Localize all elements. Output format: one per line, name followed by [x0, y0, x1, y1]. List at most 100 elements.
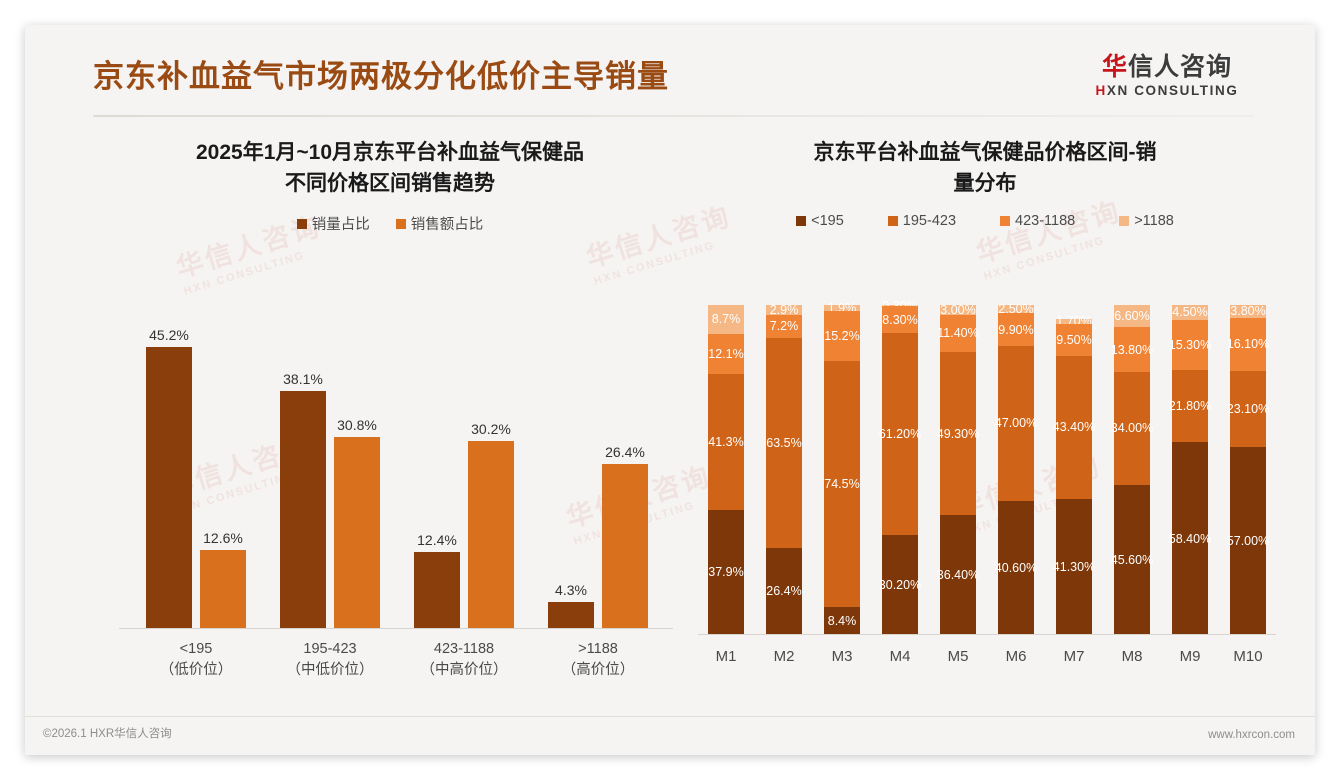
stack-segment-label: 41.30% — [1052, 559, 1096, 574]
bar-column[interactable]: 4.3% — [548, 317, 594, 629]
stack-segment-label: 58.40% — [1168, 531, 1212, 546]
stacked-bar-column[interactable]: 8.7% 12.1% 41.3% 37.9% — [704, 299, 748, 635]
stacked-bar-column[interactable]: 2.50% 9.90% 47.00% 40.60% — [994, 299, 1038, 635]
chart-panel-sales-trend: 2025年1月~10月京东平台补血益气保健品 不同价格区间销售趋势 销量占比 销售… — [95, 137, 685, 717]
stack-segment[interactable]: 8.4% — [824, 607, 860, 635]
stack-segment[interactable]: 9.90% — [998, 313, 1034, 346]
stack-segment[interactable]: 61.20% — [878, 333, 922, 536]
stack-segment[interactable]: 3.00% — [940, 303, 976, 317]
bar-column[interactable]: 12.6% — [200, 317, 246, 629]
stack-segment[interactable]: 63.5% — [766, 338, 802, 548]
bar-group: 45.2% 12.6% — [136, 317, 256, 629]
bar-column[interactable]: 30.8% — [334, 317, 380, 629]
bar[interactable] — [414, 551, 460, 629]
bar-value-label: 4.3% — [555, 582, 587, 599]
bar-column[interactable]: 38.1% — [280, 317, 326, 629]
x-axis-tick-label: M6 — [1005, 648, 1027, 665]
stack-segment-label: 61.20% — [878, 427, 922, 442]
bar-value-label: 38.1% — [283, 371, 323, 388]
stack-segment-label: 8.30% — [882, 312, 918, 327]
stack-segment[interactable]: 45.60% — [1111, 484, 1153, 635]
stacked-bar-column[interactable]: 1.9% 15.2% 74.5% 8.4% — [820, 299, 864, 635]
stack-segment-label: 9.90% — [998, 322, 1034, 337]
stack-segment-label: 30.20% — [878, 578, 922, 593]
stack-segment-label: 13.80% — [1110, 342, 1154, 357]
stack-segment[interactable]: 11.40% — [937, 314, 979, 353]
bar[interactable] — [468, 440, 514, 629]
stack-segment[interactable]: 58.40% — [1168, 442, 1212, 635]
stack-segment[interactable]: 47.00% — [995, 345, 1037, 502]
legend-label: >1188 — [1134, 213, 1174, 229]
stack-segment-label: 41.3% — [708, 434, 744, 449]
stacked-bar-column[interactable]: 0.30%8.30%61.20%30.20% — [878, 299, 922, 635]
stack-segment[interactable]: 23.10% — [1227, 370, 1269, 447]
stack-segment[interactable]: 8.30% — [882, 306, 918, 334]
stack-segment[interactable]: 36.40% — [936, 514, 980, 635]
stack-segment[interactable]: 13.80% — [1110, 326, 1154, 373]
x-axis-tick-label: M9 — [1179, 648, 1201, 665]
stacked-bar-column[interactable]: 1.70% 9.50% 43.40% 41.30% — [1052, 299, 1096, 635]
bar[interactable] — [548, 602, 594, 629]
chart-panel-volume-distribution: 京东平台补血益气保健品价格区间-销 量分布 <195 195-423 423-118… — [690, 137, 1280, 717]
stacked-bar-column[interactable]: 4.50% 15.30% 21.80% 58.40% — [1168, 299, 1212, 635]
stack-segment[interactable]: 3.80% — [1230, 304, 1266, 318]
stack-segment[interactable]: 2.50% — [998, 302, 1034, 317]
bar-column[interactable]: 26.4% — [602, 317, 648, 629]
stack-segment[interactable]: 2.9% — [766, 303, 802, 317]
stack-segment-label: 36.40% — [936, 567, 980, 582]
stack-segment[interactable]: 15.2% — [824, 311, 860, 362]
bar-group: 4.3% 26.4% — [538, 317, 658, 629]
legend-item-3[interactable]: >1188 — [1119, 213, 1174, 229]
bar[interactable] — [146, 346, 192, 629]
stack-segment[interactable]: 15.30% — [1169, 319, 1211, 371]
bar-column[interactable]: 30.2% — [468, 317, 514, 629]
stack-segment[interactable]: 21.80% — [1169, 370, 1211, 443]
bar-column[interactable]: 45.2% — [146, 317, 192, 629]
stack-segment[interactable]: 26.4% — [766, 547, 802, 635]
stack-segment[interactable]: 43.40% — [1053, 355, 1095, 499]
legend-item-1[interactable]: 销售额占比 — [395, 213, 484, 234]
stack-segment[interactable]: 16.10% — [1227, 317, 1269, 371]
bar[interactable] — [280, 391, 326, 629]
legend-label: 195-423 — [902, 213, 957, 229]
x-axis-tick-label: M3 — [831, 648, 853, 665]
bar[interactable] — [334, 436, 380, 629]
stacked-bar-category-labels: M1 M2 M3 M4 M5 M6 M7 M8 M9 M10 — [704, 637, 1270, 687]
legend-swatch-icon — [1119, 216, 1130, 226]
stack-segment[interactable]: 57.00% — [1227, 446, 1269, 635]
logo-en-rest: XN CONSULTING — [1106, 83, 1239, 98]
stack-segment[interactable]: 34.00% — [1111, 372, 1153, 485]
stack-segment-label: 12.1% — [708, 346, 744, 361]
stack-segment-label: 6.60% — [1114, 308, 1150, 323]
stack-segment[interactable]: 49.30% — [937, 352, 979, 515]
stack-segment[interactable]: 4.50% — [1172, 305, 1208, 320]
legend-item-1[interactable]: 195-423 — [887, 213, 957, 229]
stack-segment[interactable]: 30.20% — [878, 535, 922, 635]
stack-segment[interactable]: 7.2% — [766, 314, 802, 339]
stack-segment[interactable]: 37.9% — [708, 509, 744, 635]
stack-segment-label: 2.50% — [998, 302, 1034, 317]
stack-segment-label: 74.5% — [824, 477, 860, 492]
logo-english-text: HXN CONSULTING — [1067, 83, 1267, 98]
stack-segment[interactable]: 74.5% — [824, 361, 860, 608]
legend-item-0[interactable]: 销量占比 — [296, 213, 370, 234]
stack-segment[interactable]: 41.3% — [708, 373, 744, 510]
bar[interactable] — [602, 464, 648, 629]
legend-item-2[interactable]: 423-1188 — [1000, 213, 1075, 229]
stack-segment[interactable]: 6.60% — [1114, 305, 1150, 327]
stacked-bar-column[interactable]: 6.60% 13.80% 34.00% 45.60% — [1110, 299, 1154, 635]
stack-segment[interactable]: 9.50% — [1056, 324, 1092, 356]
stack-segment[interactable]: 12.1% — [708, 333, 744, 374]
bar-column[interactable]: 12.4% — [414, 317, 460, 629]
legend-item-0[interactable]: <195 — [796, 213, 844, 229]
stacked-bar-column[interactable]: 2.9% 7.2% 63.5% 26.4% — [762, 299, 806, 635]
legend-label: 销售额占比 — [410, 217, 484, 233]
x-tick-sub: （中低价位） — [286, 662, 374, 678]
stack-segment[interactable]: 40.60% — [995, 501, 1037, 635]
stacked-bar-column[interactable]: 3.00% 11.40% 49.30% 36.40% — [936, 299, 980, 635]
stack-segment[interactable]: 41.30% — [1052, 498, 1096, 635]
chart-title-line2: 量分布 — [953, 172, 1017, 195]
stacked-bar-column[interactable]: 3.80% 16.10% 23.10% 57.00% — [1226, 299, 1270, 635]
stack-segment[interactable]: 8.7% — [708, 305, 744, 334]
bar[interactable] — [200, 550, 246, 629]
